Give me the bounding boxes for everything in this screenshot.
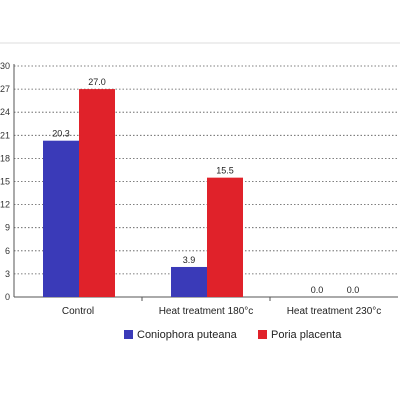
y-tick-label: 15: [0, 177, 10, 187]
y-tick-label: 18: [0, 153, 10, 163]
data-label: 0.0: [347, 285, 360, 295]
x-category-label: Control: [62, 306, 94, 317]
y-tick-label: 6: [5, 246, 10, 256]
legend-label: Coniophora puteana: [137, 329, 238, 341]
data-label: 27.0: [88, 77, 106, 87]
y-tick-label: 12: [0, 200, 10, 210]
data-label: 3.9: [183, 255, 196, 265]
legend-swatch: [124, 330, 133, 339]
y-tick-label: 30: [0, 61, 10, 71]
legend-swatch: [258, 330, 267, 339]
bar-poria-placenta: [79, 89, 115, 297]
y-tick-label: 3: [5, 269, 10, 279]
y-tick-label: 21: [0, 130, 10, 140]
y-tick-label: 24: [0, 107, 10, 117]
data-label: 0.0: [311, 285, 324, 295]
y-tick-label: 0: [5, 292, 10, 302]
legend-label: Poria placenta: [271, 329, 342, 341]
data-label: 15.5: [216, 166, 234, 176]
data-label: 20.3: [52, 129, 70, 139]
y-tick-label: 9: [5, 223, 10, 233]
x-category-label: Heat treatment 230°c: [287, 306, 382, 317]
bar-coniophora-puteana: [43, 140, 79, 297]
y-tick-label: 27: [0, 84, 10, 94]
x-category-label: Heat treatment 180°c: [159, 306, 254, 317]
bar-poria-placenta: [207, 177, 243, 297]
bar-coniophora-puteana: [171, 266, 207, 297]
